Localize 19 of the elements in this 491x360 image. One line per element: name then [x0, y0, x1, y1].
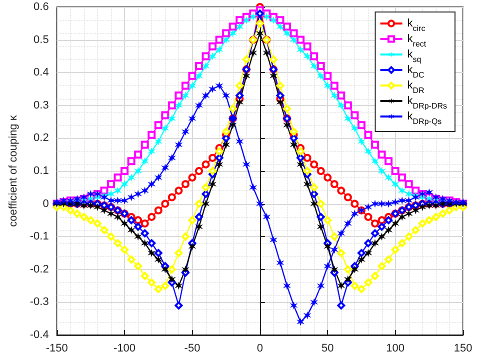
- y-tick-label: 0.1: [34, 165, 49, 177]
- y-tick-label: -0.4: [30, 329, 49, 341]
- y-tick-label: 0.3: [34, 99, 49, 112]
- x-tick-label: 0: [256, 342, 263, 354]
- y-tick-label: -0.2: [30, 263, 49, 276]
- y-tick-label: 0.2: [34, 132, 49, 144]
- x-tick-label: 50: [321, 342, 334, 354]
- y-tick-label: 0.4: [34, 66, 49, 79]
- y-tick-label: 0.5: [34, 34, 49, 46]
- x-tick-label: -50: [184, 342, 200, 354]
- x-tick-label: -150: [46, 342, 68, 354]
- y-axis-title: coefficient of couping κ: [8, 114, 20, 227]
- y-tick-label: -0.1: [30, 230, 49, 243]
- y-tick-label: 0.6: [34, 1, 49, 13]
- y-tick-label: 0: [42, 198, 49, 210]
- x-tick-label: 150: [454, 342, 472, 354]
- x-tick-label: 100: [386, 342, 404, 354]
- x-tick-label: -100: [114, 342, 136, 354]
- y-tick-label: -0.3: [30, 296, 49, 308]
